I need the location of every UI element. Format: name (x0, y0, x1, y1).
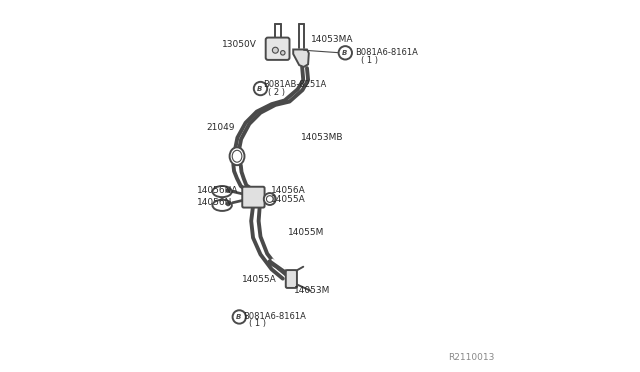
Ellipse shape (232, 150, 242, 162)
Text: 14055A: 14055A (271, 195, 306, 204)
Circle shape (227, 189, 230, 192)
FancyBboxPatch shape (266, 38, 289, 60)
Ellipse shape (212, 200, 232, 211)
Text: B081AB-8251A: B081AB-8251A (264, 80, 326, 89)
Circle shape (264, 193, 276, 205)
Circle shape (254, 82, 267, 95)
Text: B: B (342, 50, 347, 56)
Text: R2110013: R2110013 (449, 353, 495, 362)
Text: 14053MB: 14053MB (301, 133, 344, 142)
Text: ( 1 ): ( 1 ) (361, 56, 378, 65)
Circle shape (273, 47, 278, 53)
Circle shape (280, 51, 285, 55)
Text: 14055M: 14055M (289, 228, 324, 237)
Text: 13050V: 13050V (222, 40, 257, 49)
FancyBboxPatch shape (243, 187, 264, 208)
Ellipse shape (212, 186, 232, 197)
Text: 14053M: 14053M (294, 286, 330, 295)
Text: 14056A: 14056A (271, 186, 306, 195)
Text: 21049: 21049 (207, 123, 235, 132)
Ellipse shape (230, 147, 244, 165)
Text: 14056N: 14056N (197, 198, 232, 207)
Text: B: B (236, 314, 241, 320)
Text: B081A6-8161A: B081A6-8161A (355, 48, 418, 57)
Text: 14053MA: 14053MA (310, 35, 353, 44)
Text: B081A6-8161A: B081A6-8161A (243, 312, 306, 321)
Text: B: B (257, 86, 262, 92)
Text: ( 2 ): ( 2 ) (268, 88, 285, 97)
Circle shape (232, 310, 246, 324)
Circle shape (339, 46, 352, 60)
Text: ( 1 ): ( 1 ) (248, 319, 266, 328)
Circle shape (266, 196, 273, 202)
FancyBboxPatch shape (286, 270, 297, 288)
Text: 14055A: 14055A (242, 275, 276, 284)
Text: 14056NA: 14056NA (197, 186, 239, 195)
Polygon shape (293, 49, 309, 67)
Circle shape (227, 202, 230, 206)
